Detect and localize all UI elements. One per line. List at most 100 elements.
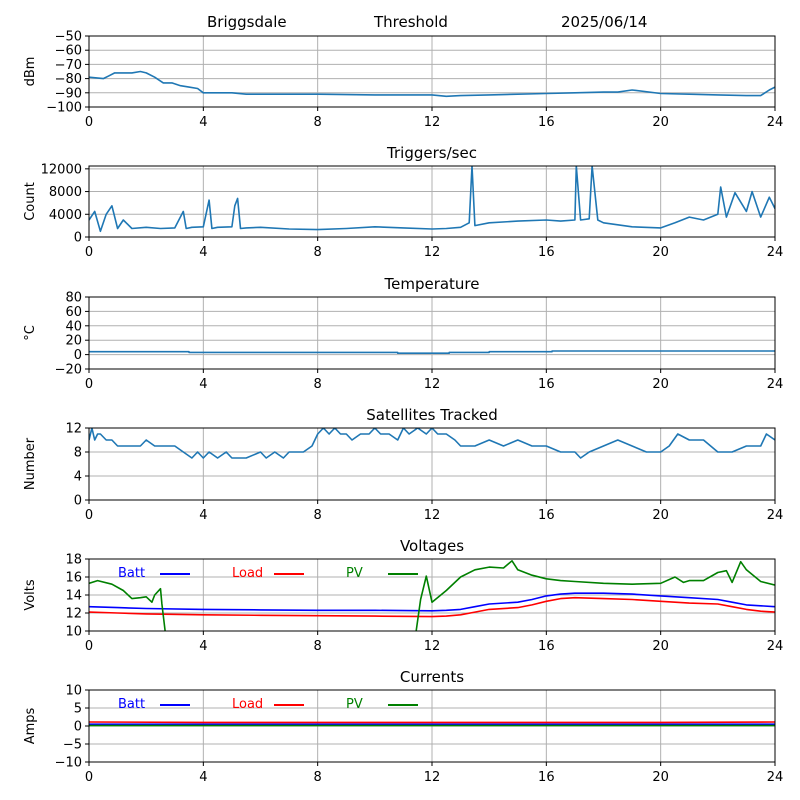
x-tick-label: 16 [538, 639, 555, 654]
series-line-pv [89, 559, 775, 631]
y-tick-label: −20 [55, 363, 82, 378]
y-tick-label: −5 [63, 738, 82, 753]
y-tick-label: 18 [65, 553, 82, 568]
y-tick-label: 12000 [41, 162, 82, 177]
y-tick-label: 14 [65, 589, 82, 604]
x-tick-label: 16 [538, 770, 555, 785]
y-tick-label: 0 [74, 231, 82, 246]
y-axis-title: °C [23, 325, 38, 341]
x-tick-label: 8 [314, 245, 322, 260]
x-tick-label: 24 [767, 377, 784, 392]
y-tick-label: 20 [65, 334, 82, 349]
x-tick-label: 12 [424, 245, 441, 260]
y-tick-label: −100 [46, 101, 82, 116]
x-tick-label: 12 [424, 639, 441, 654]
header-date: 2025/06/14 [561, 13, 647, 31]
y-tick-label: 16 [65, 571, 82, 586]
y-axis-title: Volts [23, 579, 38, 611]
x-tick-label: 4 [199, 770, 207, 785]
series-line-batt [89, 592, 775, 612]
x-tick-label: 12 [424, 115, 441, 130]
y-tick-label: 8000 [49, 185, 82, 200]
x-tick-label: 12 [424, 508, 441, 523]
header-mode: Threshold [373, 13, 448, 31]
y-tick-label: 60 [65, 305, 82, 320]
y-tick-label: 4 [74, 470, 82, 485]
x-tick-label: 0 [85, 508, 93, 523]
x-tick-label: 20 [652, 377, 669, 392]
x-tick-label: 24 [767, 245, 784, 260]
panel-title: Triggers/sec [386, 144, 477, 162]
y-tick-label: −10 [55, 756, 82, 771]
x-tick-label: 0 [85, 377, 93, 392]
x-tick-label: 8 [314, 770, 322, 785]
y-tick-label: 4000 [49, 208, 82, 223]
y-tick-label: 0 [74, 494, 82, 509]
x-tick-label: 20 [652, 770, 669, 785]
y-tick-label: 0 [74, 720, 82, 735]
x-tick-label: 0 [85, 770, 93, 785]
chart-currents: Batt Load PV 0 4 8 12 16 20 24 −10 −5 0 5 10 Amps Curren… [23, 668, 783, 785]
x-tick-label: 4 [199, 377, 207, 392]
panel-title: Voltages [400, 537, 464, 555]
panel-title: Satellites Tracked [366, 406, 497, 424]
legend-label: Load [232, 697, 263, 712]
chart-signal: 0 4 8 12 16 20 24 −100−90−80−70−60−50 dBm [23, 30, 783, 131]
legend-label: PV [346, 566, 363, 581]
y-tick-label: −70 [55, 58, 82, 73]
x-tick-label: 8 [314, 377, 322, 392]
y-axis-title: Amps [23, 707, 38, 744]
y-tick-label: 12 [65, 422, 82, 437]
x-tick-label: 4 [199, 639, 207, 654]
series-line-temperature [89, 350, 775, 355]
x-tick-label: 24 [767, 770, 784, 785]
y-tick-label: −80 [55, 72, 82, 87]
header-station: Briggsdale [207, 13, 287, 31]
x-tick-label: 20 [652, 639, 669, 654]
series-line-satellites [89, 428, 775, 459]
x-tick-label: 12 [424, 770, 441, 785]
chart-voltages: Batt Load PV 0 4 8 12 16 20 24 10 12 14 16 18 Volts Volt… [23, 537, 783, 654]
y-tick-label: 40 [65, 319, 82, 334]
x-tick-label: 20 [652, 115, 669, 130]
y-tick-label: 10 [65, 684, 82, 699]
x-tick-label: 12 [424, 377, 441, 392]
legend-label: Batt [118, 697, 145, 712]
series-line-signal [89, 70, 775, 98]
legend-label: Load [232, 566, 263, 581]
x-tick-label: 4 [199, 508, 207, 523]
x-tick-label: 0 [85, 115, 93, 130]
legend-label: PV [346, 697, 363, 712]
y-tick-label: 10 [65, 625, 82, 640]
x-tick-label: 20 [652, 245, 669, 260]
x-tick-label: 16 [538, 245, 555, 260]
y-tick-label: 12 [65, 607, 82, 622]
x-tick-label: 4 [199, 115, 207, 130]
x-tick-label: 0 [85, 245, 93, 260]
panel-title: Currents [400, 668, 464, 686]
y-tick-label: 80 [65, 291, 82, 306]
x-tick-label: 0 [85, 639, 93, 654]
series-line-triggers [89, 166, 775, 233]
y-axis-title: Number [23, 437, 38, 490]
x-tick-label: 24 [767, 508, 784, 523]
legend-label: Batt [118, 566, 145, 581]
x-tick-label: 16 [538, 377, 555, 392]
x-tick-label: 16 [538, 508, 555, 523]
series-line-load [89, 596, 775, 618]
y-axis-title: Count [23, 182, 38, 221]
x-tick-label: 8 [314, 115, 322, 130]
y-tick-label: −50 [55, 30, 82, 45]
y-tick-label: 5 [74, 702, 82, 717]
y-tick-label: 8 [74, 446, 82, 461]
chart-satellites: 0 4 8 12 16 20 24 0 4 8 12 Number Satellites Tracked [23, 406, 783, 523]
x-tick-label: 20 [652, 508, 669, 523]
x-tick-label: 8 [314, 639, 322, 654]
x-tick-label: 16 [538, 115, 555, 130]
x-tick-label: 24 [767, 639, 784, 654]
y-tick-label: 0 [74, 348, 82, 363]
panel-title: Temperature [383, 275, 479, 293]
